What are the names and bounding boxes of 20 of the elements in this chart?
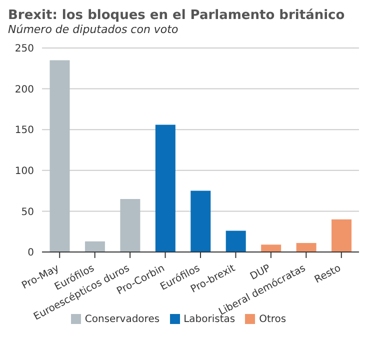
legend-label: Laboristas [184,314,236,325]
bar [261,244,282,252]
chart-title: Brexit: los bloques en el Parlamento británico [8,8,346,23]
y-tick-label: 0 [28,248,34,259]
legend-label: Otros [259,314,286,325]
y-tick-label: 250 [14,44,34,55]
bar [50,60,70,252]
y-tick-label: 100 [14,166,34,177]
bar [155,124,176,252]
bar [332,219,352,252]
y-tick-label: 50 [21,206,34,218]
chart-subtitle: Número de diputados con voto [8,23,180,36]
y-tick-label: 150 [14,125,34,136]
bar [120,198,140,252]
bar [190,190,211,252]
bar [296,243,316,252]
bar [84,241,105,252]
bar [226,230,246,252]
x-tick-label: Resto [312,262,343,286]
y-tick-label: 200 [14,84,34,96]
